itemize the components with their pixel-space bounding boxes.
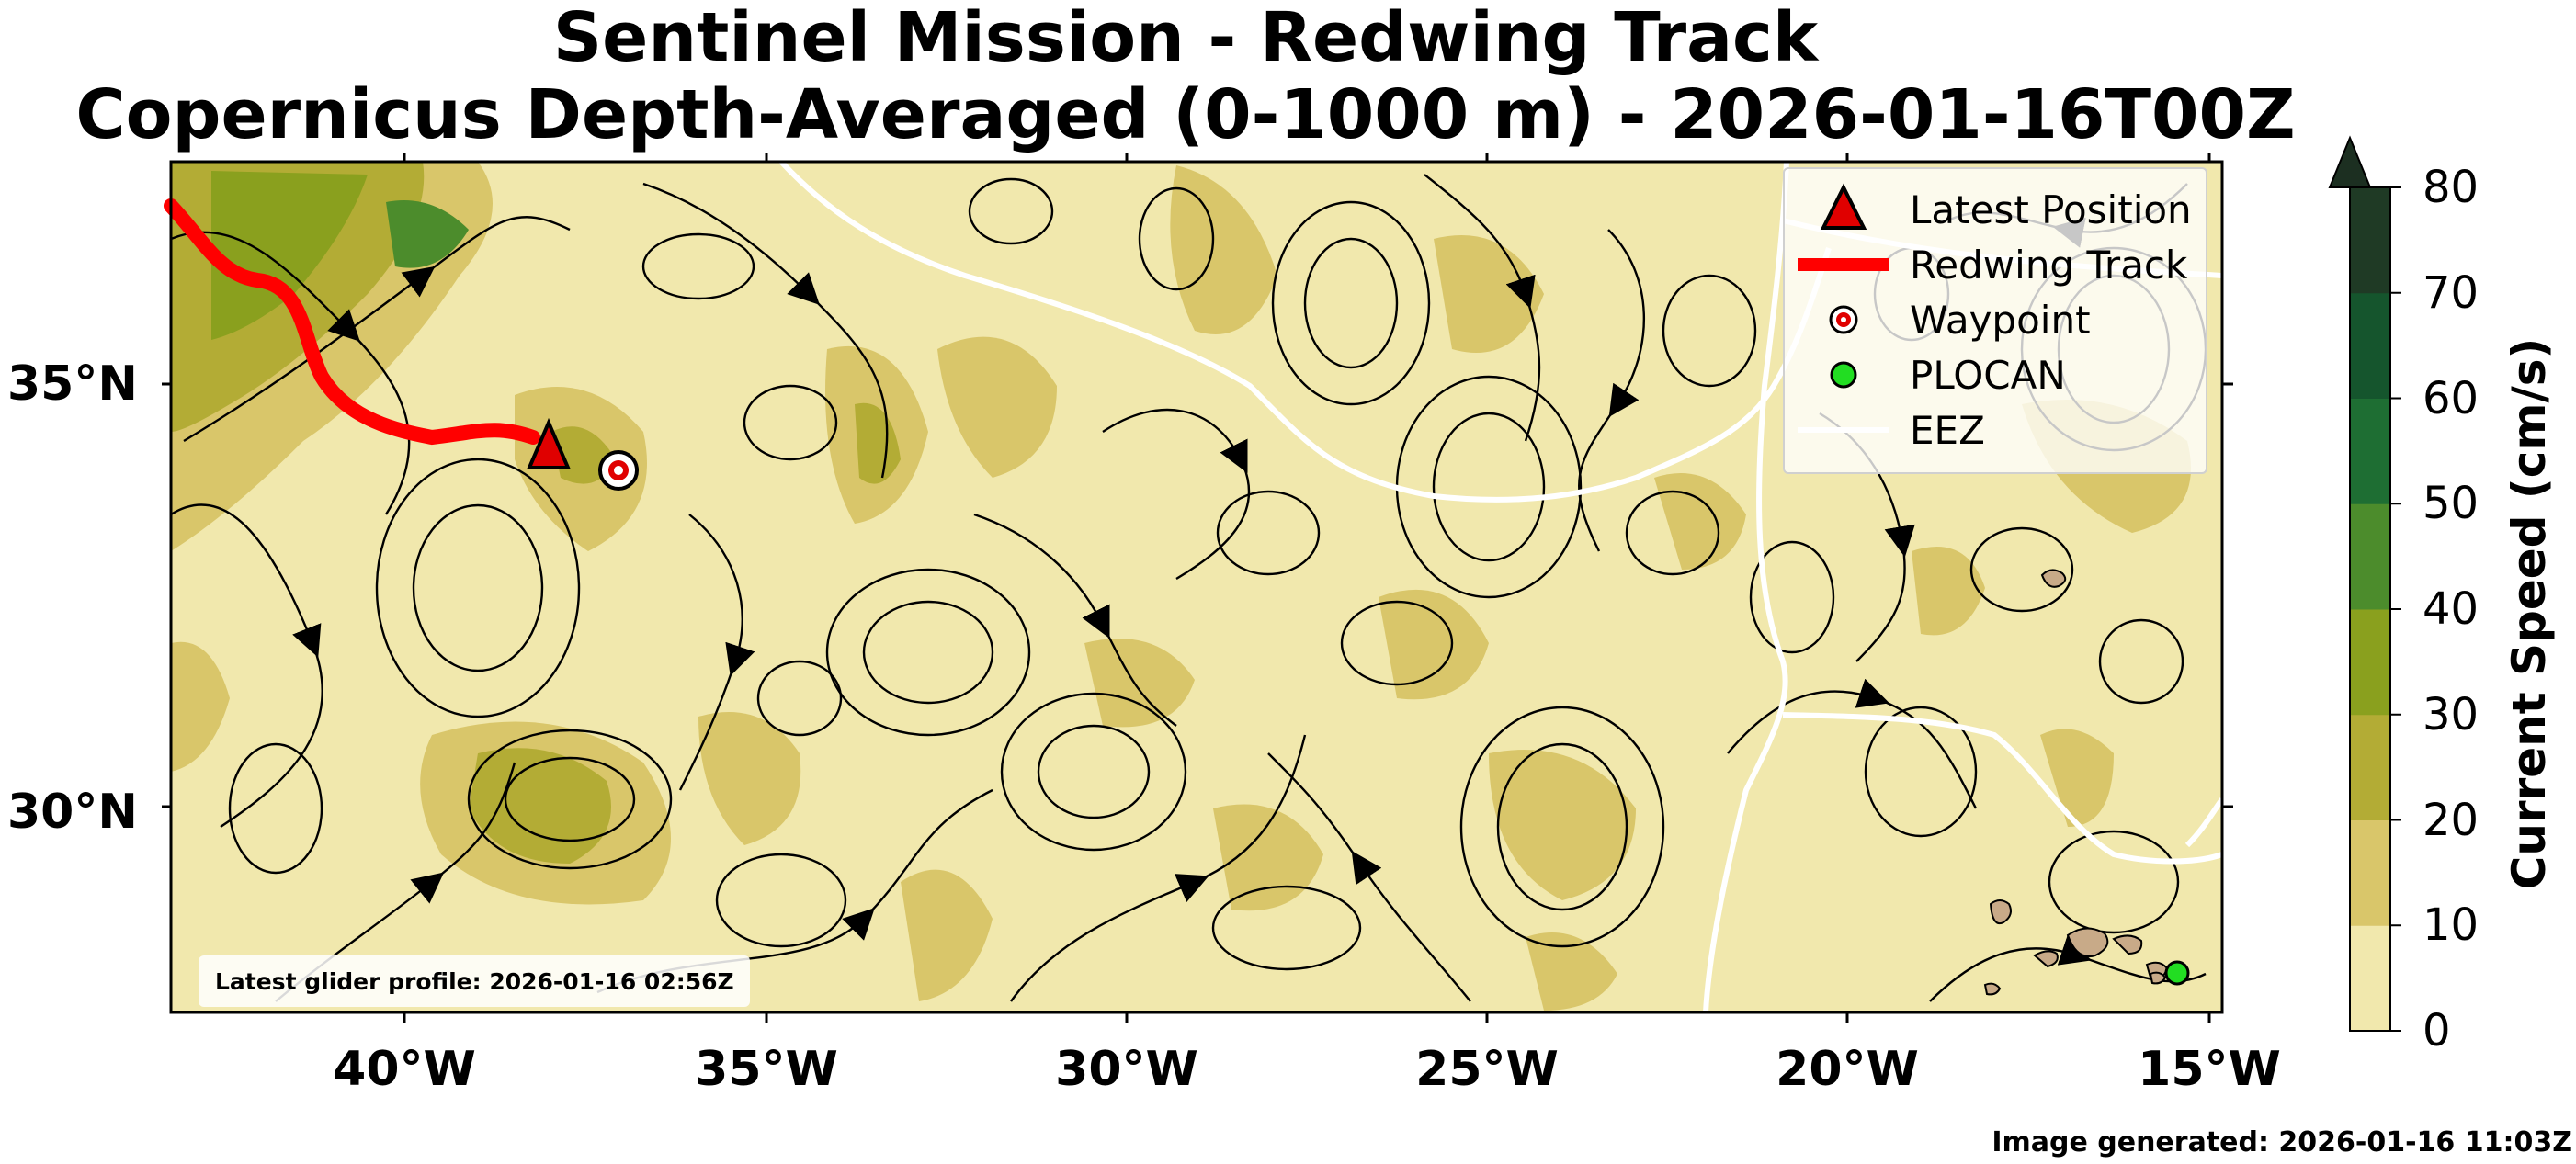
lat-label-35n: 35°N [7,356,138,412]
legend-item-waypoint[interactable]: Waypoint [1785,292,2206,347]
profile-note-box: Latest glider profile: 2026-01-16 02:56Z [199,955,750,1007]
map-title-line1: Sentinel Mission - Redwing Track [552,0,1819,77]
legend-item-plocan[interactable]: PLOCAN [1785,347,2206,402]
lon-label-15w: 15°W [2138,1042,2281,1097]
map-legend: Latest Position Redwing Track Waypoint P… [1783,167,2207,474]
waypoint-marker[interactable] [598,450,639,491]
colorbar-tick-label: 10 [2423,899,2480,952]
legend-label-latest-position: Latest Position [1910,187,2192,232]
lon-label-35w: 35°W [695,1042,838,1097]
latest-position-marker[interactable] [526,417,572,469]
generated-timestamp: Image generated: 2026-01-16 11:03Z [1992,1126,2572,1158]
lon-label-30w: 30°W [1055,1042,1198,1097]
colorbar-tick-label: 20 [2423,794,2480,846]
colorbar-tick-label: 60 [2423,372,2480,424]
colorbar-tick-label: 0 [2423,1005,2451,1057]
lon-label-40w: 40°W [333,1042,476,1097]
colorbar-tick-label: 40 [2423,583,2480,635]
lon-label-25w: 25°W [1415,1042,1559,1097]
colorbar-tick-label: 50 [2423,478,2480,530]
lat-label-30n: 30°N [7,785,138,840]
map-title-line2: Copernicus Depth-Averaged (0-1000 m) - 2… [75,75,2296,154]
legend-item-eez[interactable]: EEZ [1785,402,2206,458]
plocan-dot-icon [1830,361,1857,389]
current-speed-field [171,162,2191,1011]
plocan-marker[interactable] [2164,960,2190,986]
map-frame [169,160,2224,1014]
colorbar-tick-label: 80 [2423,162,2480,213]
colorbar-tick-label: 70 [2423,266,2480,319]
waypoint-icon [1829,305,1858,334]
profile-note-text: Latest glider profile: 2026-01-16 02:56Z [215,968,734,995]
legend-item-latest-position[interactable]: Latest Position [1785,182,2206,237]
legend-label-plocan: PLOCAN [1910,353,2066,398]
redwing-track [164,198,540,446]
current-streamlines [171,174,2207,1002]
land-islands [1983,569,2169,996]
track-line-icon [1798,258,1889,271]
lon-label-20w: 20°W [1776,1042,1919,1097]
eez-line-icon [1798,427,1889,433]
axis-ticks [162,153,2233,1023]
legend-label-redwing-track: Redwing Track [1910,243,2188,288]
legend-label-eez: EEZ [1910,408,1985,453]
legend-label-waypoint: Waypoint [1910,298,2091,343]
triangle-icon [1820,183,1867,230]
colorbar-tick-label: 30 [2423,688,2480,740]
colorbar-title: Current Speed (cm/s) [2502,337,2556,890]
legend-item-redwing-track[interactable]: Redwing Track [1785,237,2206,292]
